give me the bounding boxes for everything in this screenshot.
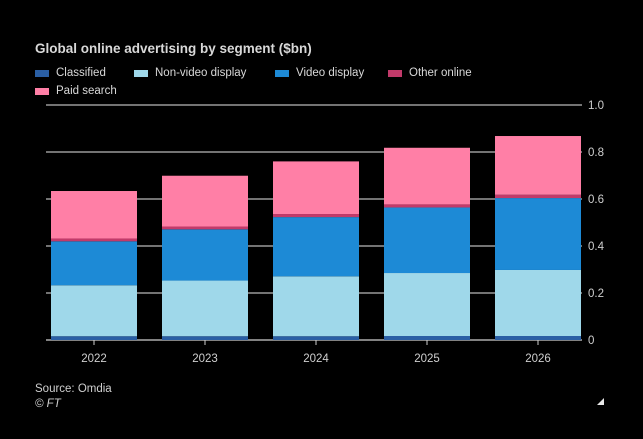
- bar-2025-classified: [384, 336, 470, 340]
- bar-2022-video-display: [51, 241, 137, 286]
- bar-2022-non-video-display: [51, 285, 137, 337]
- bar-2024-other-online: [273, 214, 359, 218]
- legend-label-classified: Classified: [56, 67, 106, 79]
- bar-2025-non-video-display: [384, 273, 470, 337]
- bar-2025-video-display: [384, 207, 470, 274]
- legend-swatch-video-display: [275, 69, 289, 77]
- bar-2026-video-display: [495, 198, 581, 270]
- legend-item-paid-search: Paid search: [35, 85, 117, 97]
- legend: Classified Non-video display Video displ…: [35, 67, 555, 103]
- legend-label-video-display: Video display: [296, 67, 365, 79]
- bar-2023-video-display: [162, 229, 248, 281]
- bar-2024-classified: [273, 336, 359, 340]
- x-tick-label-2026: 2026: [525, 353, 551, 365]
- ft-corner-icon: [597, 398, 604, 405]
- source-note: Source: Omdia: [35, 383, 112, 395]
- legend-label-paid-search: Paid search: [56, 85, 117, 97]
- y-tick-label-3: 0.6: [588, 194, 604, 206]
- legend-item-video-display: Video display: [275, 67, 364, 79]
- y-tick-label-5: 1.0: [588, 100, 604, 112]
- bar-2023-paid-search: [162, 175, 248, 227]
- bar-2026-other-online: [495, 194, 581, 199]
- y-tick-label-1: 0.2: [588, 288, 604, 300]
- bar-2024-paid-search: [273, 161, 359, 215]
- legend-swatch-classified: [35, 69, 49, 77]
- x-tick-label-2023: 2023: [192, 353, 218, 365]
- legend-swatch-paid-search: [35, 87, 49, 95]
- legend-label-non-video-display: Non-video display: [155, 67, 247, 79]
- bar-2023-other-online: [162, 226, 248, 230]
- x-tick-label-2025: 2025: [414, 353, 440, 365]
- bar-2025-paid-search: [384, 147, 470, 205]
- legend-item-other-online: Other online: [388, 67, 472, 79]
- bar-2025-other-online: [384, 204, 470, 208]
- bar-2023-non-video-display: [162, 280, 248, 337]
- chart-title: Global online advertising by segment ($b…: [35, 41, 312, 56]
- bar-2024-video-display: [273, 217, 359, 277]
- y-tick-label-2: 0.4: [588, 241, 605, 253]
- bar-2024-non-video-display: [273, 276, 359, 337]
- legend-swatch-non-video-display: [134, 69, 148, 77]
- bar-2026-paid-search: [495, 136, 581, 195]
- credit-note: © FT: [35, 398, 61, 410]
- y-tick-label-4: 0.8: [588, 147, 604, 159]
- legend-item-classified: Classified: [35, 67, 106, 79]
- legend-label-other-online: Other online: [409, 67, 472, 79]
- bar-2026-classified: [495, 336, 581, 340]
- bar-2022-other-online: [51, 238, 137, 242]
- x-tick-label-2024: 2024: [303, 353, 329, 365]
- bar-2022-classified: [51, 336, 137, 340]
- bar-2022-paid-search: [51, 191, 137, 239]
- y-tick-label-0: 0: [588, 335, 594, 347]
- bar-2026-non-video-display: [495, 269, 581, 337]
- bar-2023-classified: [162, 336, 248, 340]
- legend-item-non-video-display: Non-video display: [134, 67, 246, 79]
- legend-swatch-other-online: [388, 69, 402, 77]
- x-tick-label-2022: 2022: [81, 353, 107, 365]
